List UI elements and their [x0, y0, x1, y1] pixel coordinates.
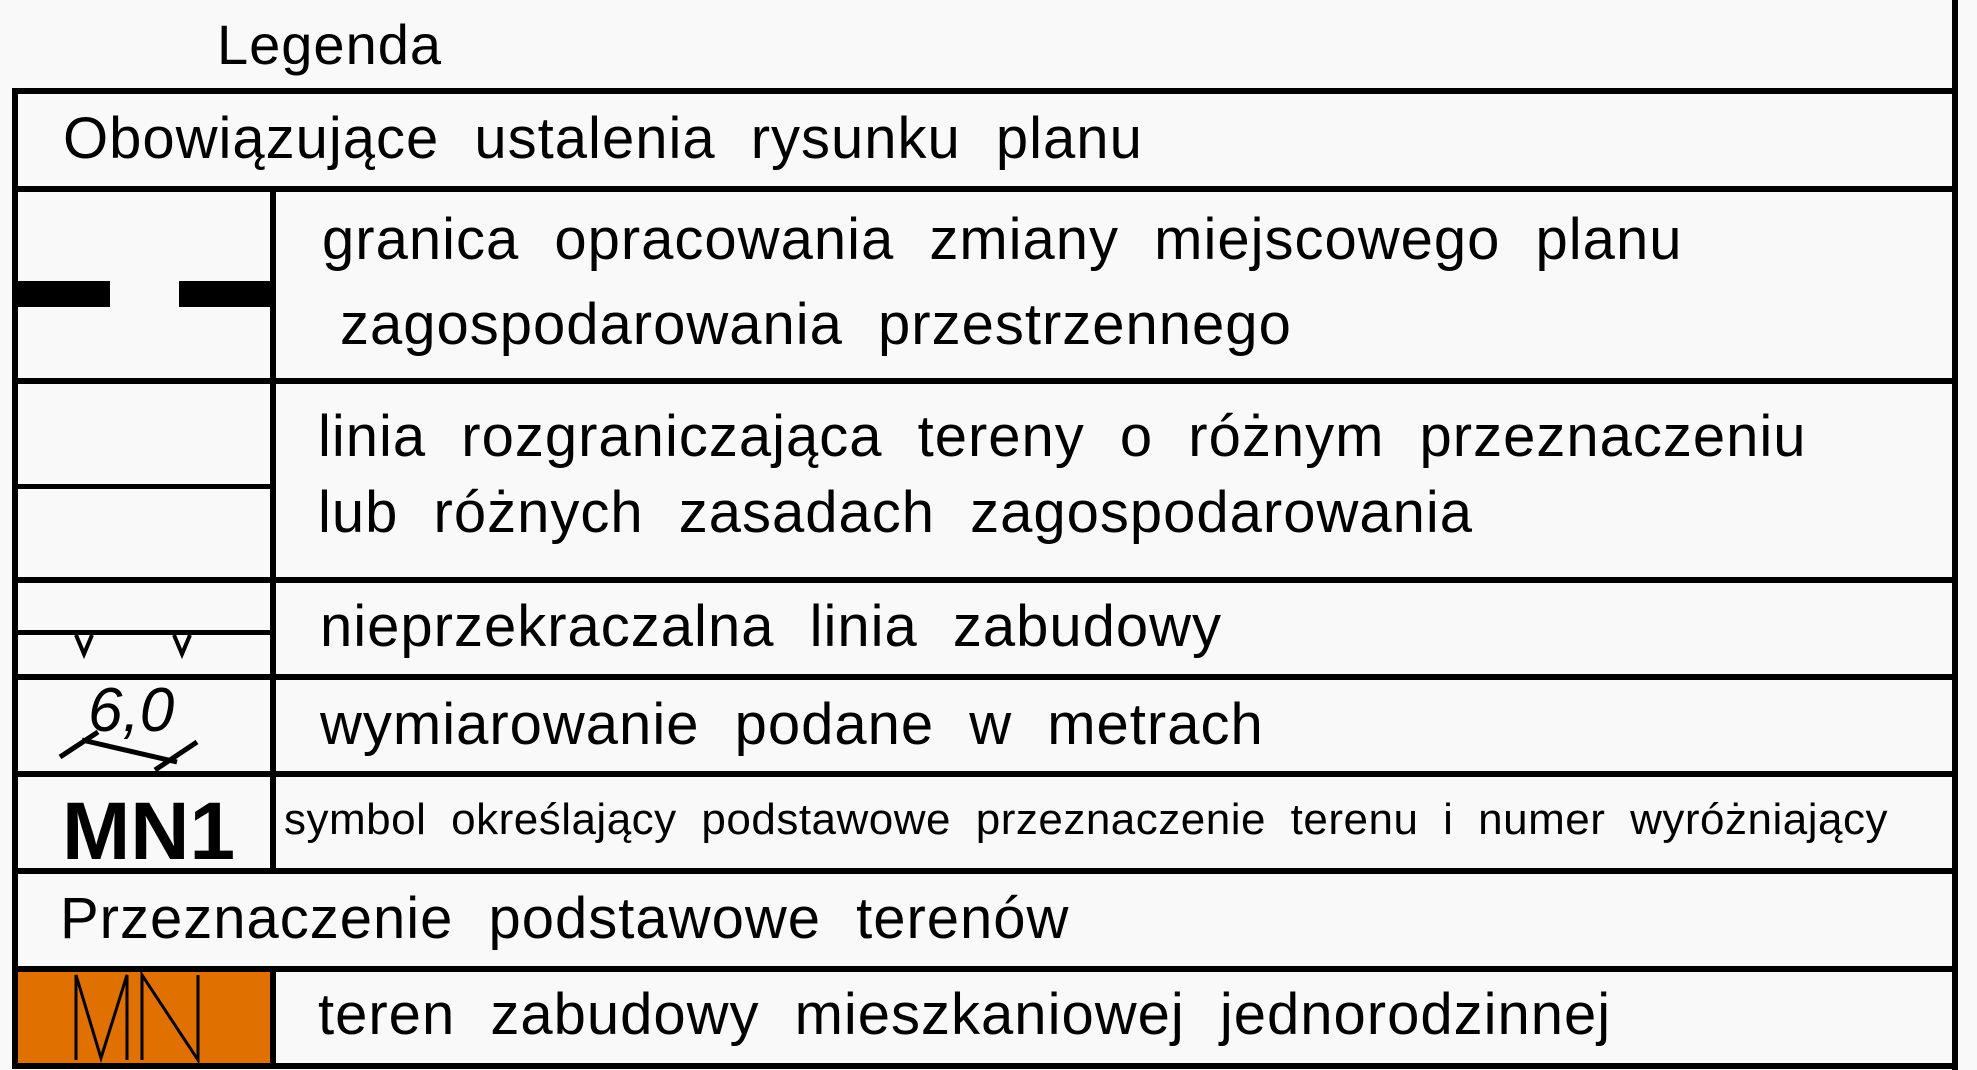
legend-title: Legenda	[217, 13, 443, 76]
table-bottom-border	[12, 1063, 1958, 1069]
mn-color-swatch	[16, 971, 273, 1065]
table-right-border	[1952, 0, 1958, 1070]
mn-outline-letters	[74, 969, 200, 1066]
boundary-dash	[179, 281, 273, 307]
row-divider	[12, 674, 1958, 680]
mn1-symbol-label: MN1	[62, 786, 236, 877]
row-divider	[12, 966, 1958, 972]
item-text: nieprzekraczalna linia zabudowy	[320, 594, 1223, 659]
section-heading-land-use: Przeznaczenie podstawowe terenów	[60, 886, 1070, 951]
demarcation-line-symbol	[16, 484, 272, 489]
item-text: granica opracowania zmiany miejscowego p…	[322, 207, 1683, 272]
table-left-border	[12, 88, 18, 1069]
row-divider	[12, 577, 1958, 583]
row-divider	[12, 186, 1958, 192]
dimension-symbol	[58, 729, 199, 773]
dashed-boundary-symbol	[16, 281, 273, 307]
item-text: symbol określający podstawowe przeznacze…	[284, 795, 1888, 844]
building-line-symbol	[16, 630, 272, 660]
row-divider	[12, 378, 1958, 384]
v-mark	[172, 634, 192, 660]
row-divider	[12, 868, 1958, 874]
item-text: teren zabudowy mieszkaniowej jednorodzin…	[318, 982, 1612, 1047]
item-text: lub różnych zasadach zagospodarowania	[318, 480, 1474, 545]
column-divider	[270, 186, 276, 874]
boundary-dash	[16, 281, 110, 307]
row-divider	[12, 771, 1958, 777]
v-mark	[74, 634, 94, 660]
item-text: linia rozgraniczająca tereny o różnym pr…	[318, 404, 1807, 469]
item-text: zagospodarowania przestrzennego	[340, 292, 1292, 357]
item-text: wymiarowanie podane w metrach	[320, 692, 1264, 757]
column-divider	[270, 966, 276, 1069]
section-heading-mandatory: Obowiązujące ustalenia rysunku planu	[63, 106, 1143, 171]
table-top-border	[12, 88, 1958, 94]
dimension-value: 6,0	[88, 676, 175, 745]
